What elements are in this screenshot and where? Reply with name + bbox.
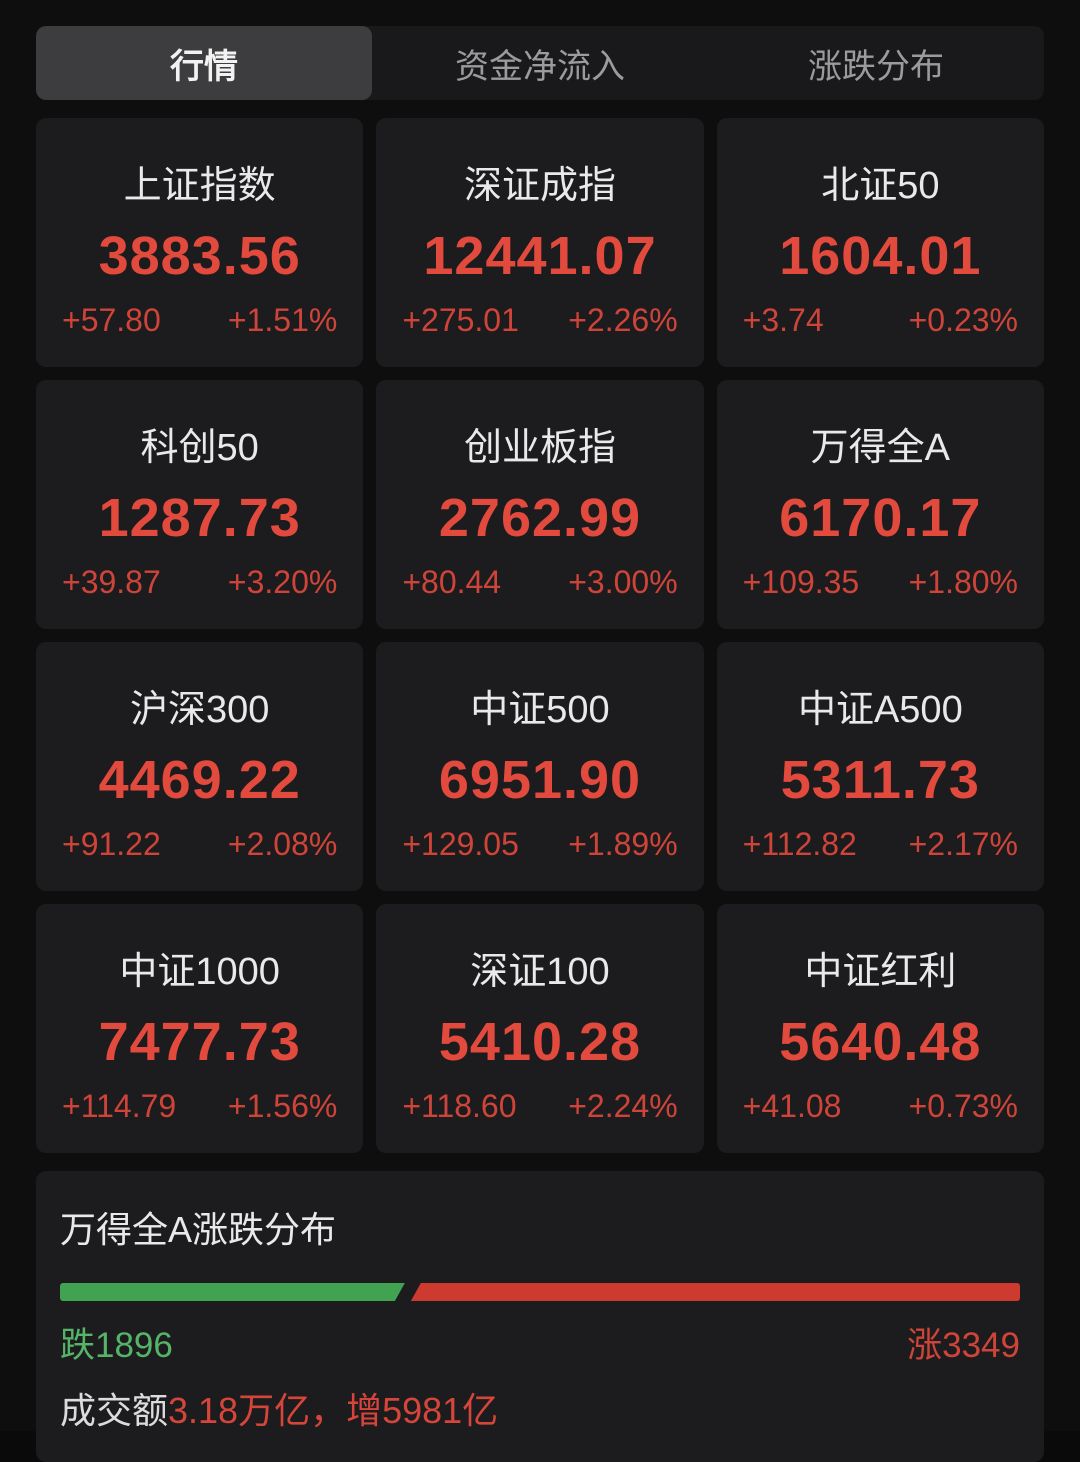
index-change-pct: +1.89% <box>568 826 678 862</box>
index-card-grid: 上证指数 3883.56 +57.80 +1.51% 深证成指 12441.07… <box>36 118 1044 1153</box>
market-dashboard: 行情 资金净流入 涨跌分布 上证指数 3883.56 +57.80 +1.51%… <box>36 26 1044 1462</box>
index-change: +41.08 <box>742 1088 842 1124</box>
index-name: 上证指数 <box>123 165 276 207</box>
index-change: +39.87 <box>62 564 161 600</box>
index-name: 创业板指 <box>463 427 616 469</box>
index-card[interactable]: 科创50 1287.73 +39.87 +3.20% <box>36 380 364 629</box>
index-change-pct: +0.73% <box>908 1088 1018 1124</box>
index-name: 中证500 <box>470 689 610 731</box>
index-change-pct: +2.24% <box>568 1088 678 1124</box>
index-change: +57.80 <box>62 302 161 338</box>
breadth-labels: 跌1896 涨3349 <box>60 1317 1020 1368</box>
index-change-row: +39.87 +3.20% <box>60 564 339 601</box>
index-change-row: +129.05 +1.89% <box>400 826 679 863</box>
index-card[interactable]: 北证50 1604.01 +3.74 +0.23% <box>716 118 1044 367</box>
turnover-value: 3.18万亿，增5981亿 <box>168 1390 499 1431</box>
index-change-pct: +1.80% <box>908 564 1018 600</box>
index-change: +80.44 <box>402 564 502 600</box>
index-change: +112.82 <box>742 826 857 862</box>
index-name: 深证100 <box>470 951 610 993</box>
index-change-row: +3.74 +0.23% <box>741 302 1020 339</box>
index-change-row: +57.80 +1.51% <box>60 302 339 339</box>
breadth-bar-advancers <box>410 1283 1020 1301</box>
index-change-row: +80.44 +3.00% <box>400 564 679 601</box>
tab-bar: 行情 资金净流入 涨跌分布 <box>36 26 1044 100</box>
index-value: 6951.90 <box>438 749 642 810</box>
index-value: 7477.73 <box>98 1011 301 1072</box>
index-card[interactable]: 中证500 6951.90 +129.05 +1.89% <box>376 642 704 891</box>
index-card[interactable]: 万得全A 6170.17 +109.35 +1.80% <box>716 380 1044 629</box>
index-card[interactable]: 中证红利 5640.48 +41.08 +0.73% <box>716 904 1044 1153</box>
breadth-title: 万得全A涨跌分布 <box>60 1209 337 1250</box>
index-change-row: +118.60 +2.24% <box>400 1088 679 1125</box>
turnover-line: 成交额3.18万亿，增5981亿 <box>60 1382 1020 1434</box>
index-change-pct: +3.00% <box>568 564 678 600</box>
breadth-bar-decliners <box>60 1283 405 1301</box>
index-value: 12441.07 <box>423 225 657 286</box>
index-change-row: +41.08 +0.73% <box>741 1088 1020 1125</box>
breadth-panel: 万得全A涨跌分布 跌1896 涨3349 成交额3.18万亿，增5981亿 <box>36 1171 1044 1462</box>
index-value: 1287.73 <box>98 487 301 548</box>
index-name: 北证50 <box>821 165 940 207</box>
index-value: 5311.73 <box>780 749 980 810</box>
tab-breadth-label: 涨跌分布 <box>808 47 944 86</box>
index-change-row: +112.82 +2.17% <box>741 826 1020 863</box>
index-change-pct: +0.23% <box>908 302 1018 338</box>
tab-breadth[interactable]: 涨跌分布 <box>708 26 1044 100</box>
index-card[interactable]: 深证100 5410.28 +118.60 +2.24% <box>376 904 704 1153</box>
index-change-pct: +2.17% <box>908 826 1018 862</box>
tab-net-inflow[interactable]: 资金净流入 <box>372 26 708 100</box>
index-value: 4469.22 <box>98 749 301 810</box>
index-card[interactable]: 创业板指 2762.99 +80.44 +3.00% <box>376 380 704 629</box>
turnover-prefix: 成交额 <box>60 1390 169 1431</box>
index-change-pct: +2.08% <box>227 826 338 862</box>
index-change-row: +91.22 +2.08% <box>60 826 339 863</box>
tab-quotes[interactable]: 行情 <box>36 26 372 100</box>
index-name: 中证A500 <box>797 689 963 731</box>
index-card[interactable]: 沪深300 4469.22 +91.22 +2.08% <box>36 642 364 891</box>
index-change: +114.79 <box>62 1088 177 1124</box>
index-change-row: +109.35 +1.80% <box>741 564 1020 601</box>
index-change-pct: +3.20% <box>227 564 338 600</box>
index-change: +129.05 <box>402 826 519 862</box>
index-change: +275.01 <box>402 302 519 338</box>
advancers-count: 涨3349 <box>907 1326 1020 1365</box>
index-change: +109.35 <box>742 564 860 600</box>
index-card[interactable]: 上证指数 3883.56 +57.80 +1.51% <box>36 118 364 367</box>
index-value: 5640.48 <box>779 1011 982 1072</box>
index-change-pct: +2.26% <box>568 302 678 338</box>
index-name: 沪深300 <box>129 689 270 731</box>
index-value: 3883.56 <box>98 225 301 286</box>
index-change-pct: +1.56% <box>227 1088 338 1124</box>
tab-net-inflow-label: 资金净流入 <box>455 47 625 86</box>
index-card[interactable]: 中证1000 7477.73 +114.79 +1.56% <box>36 904 364 1153</box>
tab-quotes-label: 行情 <box>170 47 238 86</box>
index-value: 1604.01 <box>779 225 982 286</box>
index-value: 2762.99 <box>438 487 642 548</box>
index-name: 万得全A <box>810 427 950 469</box>
index-change: +3.74 <box>742 302 824 338</box>
index-name: 中证红利 <box>804 951 957 993</box>
index-change-row: +275.01 +2.26% <box>400 302 679 339</box>
index-name: 中证1000 <box>119 951 280 993</box>
decliners-count: 跌1896 <box>60 1326 173 1365</box>
index-change: +118.60 <box>402 1088 517 1124</box>
index-card[interactable]: 深证成指 12441.07 +275.01 +2.26% <box>376 118 704 367</box>
index-change-row: +114.79 +1.56% <box>60 1088 339 1125</box>
index-value: 5410.28 <box>438 1011 642 1072</box>
index-value: 6170.17 <box>779 487 982 548</box>
index-change: +91.22 <box>62 826 161 862</box>
index-name: 科创50 <box>140 427 259 469</box>
index-card[interactable]: 中证A500 5311.73 +112.82 +2.17% <box>716 642 1044 891</box>
index-change-pct: +1.51% <box>227 302 338 338</box>
breadth-bar <box>60 1283 1020 1301</box>
index-name: 深证成指 <box>463 165 616 207</box>
